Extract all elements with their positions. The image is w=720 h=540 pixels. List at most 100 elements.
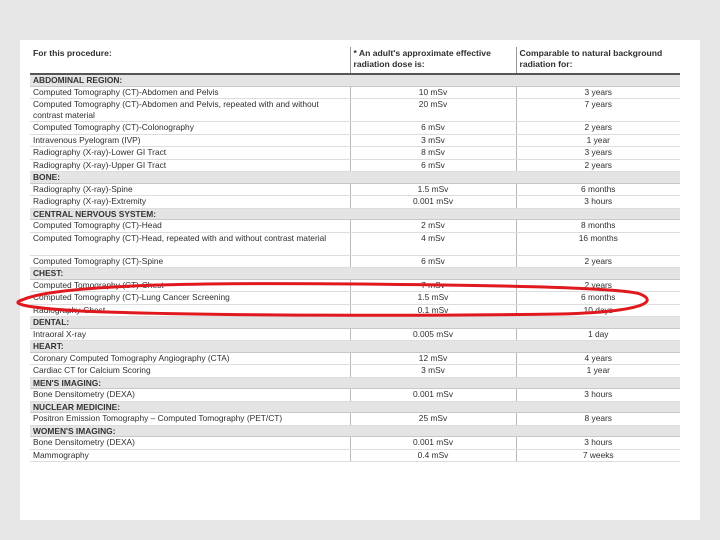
radiation-dose-table: For this procedure: * An adult's approxi… <box>30 47 680 462</box>
dose-cell: 8 mSv <box>349 146 516 160</box>
dose-cell: 0.001 mSv <box>349 388 516 402</box>
table-row: Intraoral X-ray 0.005 mSv 1 day <box>30 328 680 341</box>
section-title: MEN'S IMAGING: <box>30 377 680 389</box>
table-row: Positron Emission Tomography – Computed … <box>30 412 680 426</box>
dose-cell: 7 mSv <box>349 279 516 292</box>
background-equivalent-cell: 2 years <box>515 279 680 292</box>
section-title: HEART: <box>30 340 680 353</box>
procedure-cell: Intravenous Pyelogram (IVP) <box>30 134 350 147</box>
header-procedure: For this procedure: <box>30 47 350 75</box>
background-equivalent-cell: 1 day <box>515 328 680 341</box>
background-equivalent-cell: 4 years <box>515 352 680 365</box>
dose-cell: 0.005 mSv <box>349 328 516 341</box>
background-equivalent-cell: 8 months <box>515 219 680 233</box>
dose-cell: 6 mSv <box>349 255 516 268</box>
section-header-row: DENTAL: <box>30 316 680 329</box>
procedure-cell: Computed Tomography (CT)-Lung Cancer Scr… <box>30 291 350 305</box>
section-header-row: NUCLEAR MEDICINE: <box>30 401 680 413</box>
table-row: Coronary Computed Tomography Angiography… <box>30 352 680 365</box>
background-equivalent-cell: 6 months <box>515 183 680 196</box>
background-equivalent-cell: 8 years <box>515 412 680 426</box>
section-header-row: WOMEN'S IMAGING: <box>30 425 680 437</box>
procedure-cell: Bone Densitometry (DEXA) <box>30 436 350 450</box>
background-equivalent-cell: 3 hours <box>515 195 680 209</box>
table-row: Computed Tomography (CT)-Lung Cancer Scr… <box>30 291 680 305</box>
section-title: ABDOMINAL REGION: <box>30 74 680 87</box>
dose-cell: 4 mSv <box>349 232 516 256</box>
background-equivalent-cell: 7 years <box>515 98 680 122</box>
table-row: Radiography (X-ray)-Upper GI Tract 6 mSv 2… <box>30 159 680 172</box>
table-row: Radiography-Chest 0.1 mSv 10 days <box>30 304 680 317</box>
procedure-cell: Mammography <box>30 449 350 462</box>
section-title: BONE: <box>30 171 680 184</box>
header-background-comparison: Comparable to natural background radiati… <box>515 47 680 75</box>
dose-cell: 6 mSv <box>349 121 516 135</box>
dose-cell: 3 mSv <box>349 134 516 147</box>
procedure-cell: Radiography (X-ray)-Lower GI Tract <box>30 146 350 160</box>
dose-cell: 0.1 mSv <box>349 304 516 317</box>
procedure-cell: Bone Densitometry (DEXA) <box>30 388 350 402</box>
procedure-cell: Computed Tomography (CT)-Spine <box>30 255 350 268</box>
procedure-cell: Radiography-Chest <box>30 304 350 317</box>
dose-cell: 2 mSv <box>349 219 516 233</box>
section-title: CENTRAL NERVOUS SYSTEM: <box>30 208 680 220</box>
procedure-cell: Computed Tomography (CT)-Abdomen and Pel… <box>30 86 350 99</box>
background-equivalent-cell: 3 years <box>515 86 680 99</box>
dose-cell: 0.4 mSv <box>349 449 516 462</box>
table-row: Computed Tomography (CT)-Spine 6 mSv 2 yea… <box>30 255 680 268</box>
background-equivalent-cell: 3 hours <box>515 388 680 402</box>
background-equivalent-cell: 2 years <box>515 159 680 172</box>
section-header-row: CENTRAL NERVOUS SYSTEM: <box>30 208 680 220</box>
procedure-cell: Coronary Computed Tomography Angiography… <box>30 352 350 365</box>
section-header-row: CHEST: <box>30 267 680 280</box>
dose-cell: 1.5 mSv <box>349 291 516 305</box>
table-row: Computed Tomography (CT)-Chest 7 mSv 2 yea… <box>30 279 680 292</box>
table-row: Cardiac CT for Calcium Scoring 3 mSv 1 yea… <box>30 364 680 378</box>
dose-cell: 25 mSv <box>349 412 516 426</box>
table-row: Mammography 0.4 mSv 7 weeks <box>30 449 680 462</box>
background-equivalent-cell: 10 days <box>515 304 680 317</box>
procedure-cell: Radiography (X-ray)-Spine <box>30 183 350 196</box>
procedure-cell: Computed Tomography (CT)-Head <box>30 219 350 233</box>
procedure-cell: Cardiac CT for Calcium Scoring <box>30 364 350 378</box>
table-row: Bone Densitometry (DEXA) 0.001 mSv 3 hours <box>30 436 680 450</box>
section-title: NUCLEAR MEDICINE: <box>30 401 680 413</box>
dose-cell: 3 mSv <box>349 364 516 378</box>
section-header-row: ABDOMINAL REGION: <box>30 74 680 87</box>
table-row: Computed Tomography (CT)-Abdomen and Pel… <box>30 86 680 99</box>
procedure-cell: Radiography (X-ray)-Upper GI Tract <box>30 159 350 172</box>
section-title: CHEST: <box>30 267 680 280</box>
dose-cell: 0.001 mSv <box>349 195 516 209</box>
dose-cell: 10 mSv <box>349 86 516 99</box>
table-row: Intravenous Pyelogram (IVP) 3 mSv 1 year <box>30 134 680 147</box>
procedure-cell: Computed Tomography (CT)-Chest <box>30 279 350 292</box>
background-equivalent-cell: 16 months <box>515 232 680 256</box>
table-row: Radiography (X-ray)-Extremity 0.001 mSv 3 … <box>30 195 680 209</box>
table-body: ABDOMINAL REGION: Computed Tomography (CT… <box>30 74 680 462</box>
section-title: WOMEN'S IMAGING: <box>30 425 680 437</box>
background-equivalent-cell: 3 years <box>515 146 680 160</box>
dose-cell: 6 mSv <box>349 159 516 172</box>
section-header-row: BONE: <box>30 171 680 184</box>
procedure-cell: Intraoral X-ray <box>30 328 350 341</box>
section-header-row: MEN'S IMAGING: <box>30 377 680 389</box>
section-title: DENTAL: <box>30 316 680 329</box>
background-equivalent-cell: 7 weeks <box>515 449 680 462</box>
dose-cell: 0.001 mSv <box>349 436 516 450</box>
procedure-cell: Computed Tomography (CT)-Head, repeated … <box>30 232 350 256</box>
procedure-cell: Computed Tomography (CT)-Colonography <box>30 121 350 135</box>
procedure-cell: Radiography (X-ray)-Extremity <box>30 195 350 209</box>
dose-cell: 20 mSv <box>349 98 516 122</box>
dose-cell: 12 mSv <box>349 352 516 365</box>
background-equivalent-cell: 2 years <box>515 255 680 268</box>
background-equivalent-cell: 3 hours <box>515 436 680 450</box>
section-header-row: HEART: <box>30 340 680 353</box>
procedure-cell: Positron Emission Tomography – Computed … <box>30 412 350 426</box>
table-row: Computed Tomography (CT)-Abdomen and Pel… <box>30 98 680 122</box>
background-equivalent-cell: 1 year <box>515 364 680 378</box>
table-row: Radiography (X-ray)-Spine 1.5 mSv 6 months <box>30 183 680 196</box>
table-row: Computed Tomography (CT)-Head 2 mSv 8 mont… <box>30 219 680 233</box>
background-equivalent-cell: 6 months <box>515 291 680 305</box>
table-row: Computed Tomography (CT)-Colonography 6 m… <box>30 121 680 135</box>
table-row: Radiography (X-ray)-Lower GI Tract 8 mSv 3… <box>30 146 680 160</box>
